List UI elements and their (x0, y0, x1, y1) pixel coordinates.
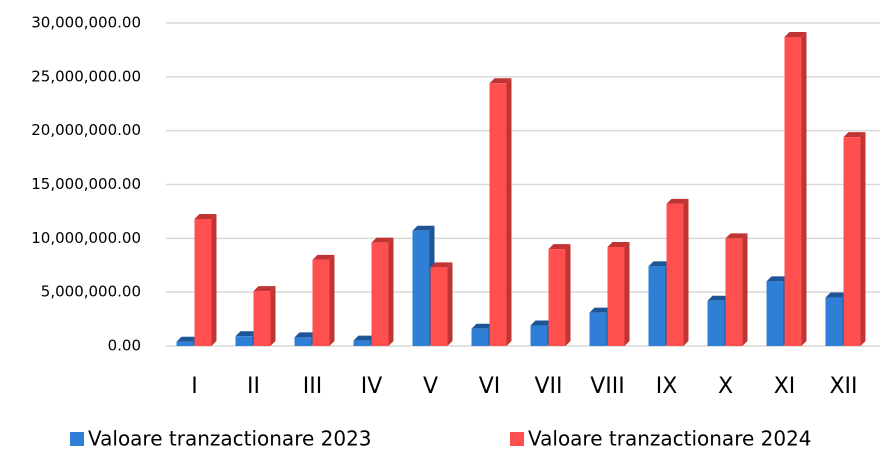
x-tick-label: I (191, 374, 198, 399)
bar-front (412, 230, 430, 346)
bar (253, 286, 276, 346)
bar-side (447, 262, 453, 346)
y-tick-label: 20,000,000.00 (31, 121, 141, 139)
bar-side (506, 78, 512, 346)
bar-top (607, 241, 630, 247)
bar-top (235, 331, 258, 337)
bar-top (312, 254, 335, 260)
bar-side (801, 31, 807, 346)
bar-front (707, 300, 725, 346)
bar-side (742, 233, 748, 346)
bar-side (388, 237, 394, 346)
y-tick-label: 10,000,000.00 (31, 229, 141, 247)
bar (607, 241, 630, 346)
bar-front (784, 36, 802, 346)
bar-side (211, 213, 217, 346)
bar-front (589, 312, 607, 346)
bar-top (430, 262, 453, 268)
bar-front (666, 203, 684, 346)
bar-front (194, 218, 212, 346)
bar (371, 237, 394, 346)
bar (666, 198, 689, 346)
bar-top (294, 332, 317, 338)
bar-side (624, 241, 630, 346)
bar-top (784, 31, 807, 37)
x-tick-label: V (423, 374, 438, 399)
bar-front (530, 325, 548, 346)
bar-top (548, 244, 571, 250)
bar-top (489, 78, 512, 84)
bar-top (176, 336, 199, 342)
x-tick-label: X (718, 374, 733, 399)
bar-top (530, 320, 553, 326)
x-tick-label: VII (534, 374, 562, 399)
legend-label: Valoare tranzactionare 2023 (88, 427, 372, 451)
bar-top (412, 225, 435, 231)
bar-top (843, 132, 866, 138)
bar-front (430, 267, 448, 346)
bar-front (648, 266, 666, 346)
y-tick-label: 0.00 (108, 337, 141, 355)
bar (784, 31, 807, 346)
y-tick-label: 15,000,000.00 (31, 175, 141, 193)
bar-front (312, 259, 330, 346)
bar-front (825, 297, 843, 346)
bar-top (353, 335, 376, 341)
x-tick-label: VIII (590, 374, 625, 399)
bar-side (683, 198, 689, 346)
bar-top (194, 213, 217, 219)
bar-top (589, 307, 612, 313)
bar-front (548, 249, 566, 346)
bar (312, 254, 335, 346)
bar-top (766, 276, 789, 282)
bar-top (666, 198, 689, 204)
bar (843, 132, 866, 346)
bar-side (329, 254, 335, 346)
bar-top (648, 261, 671, 267)
bar-top (371, 237, 394, 243)
bar (430, 262, 453, 346)
bar (725, 233, 748, 346)
bar-front (766, 281, 784, 346)
bar-top (825, 292, 848, 298)
bar-front (253, 291, 271, 346)
x-tick-label: III (303, 374, 322, 399)
x-tick-label: VI (479, 374, 501, 399)
x-tick-label: XI (774, 374, 796, 399)
bar-top (707, 295, 730, 301)
bar-front (235, 336, 253, 346)
bar (548, 244, 571, 346)
x-tick-label: IV (361, 374, 383, 399)
y-tick-label: 25,000,000.00 (31, 67, 141, 85)
bar-front (489, 83, 507, 346)
x-tick-label: IX (656, 374, 678, 399)
bar-side (860, 132, 866, 346)
bar-front (725, 238, 743, 346)
bar (489, 78, 512, 346)
bar-front (843, 137, 861, 346)
x-tick-label: II (247, 374, 260, 399)
bar-side (270, 286, 276, 346)
legend-label: Valoare tranzactionare 2024 (528, 427, 812, 451)
x-tick-label: XII (829, 374, 857, 399)
legend-swatch (510, 432, 524, 446)
bar-front (176, 341, 194, 346)
bar-front (294, 337, 312, 346)
bar-top (725, 233, 748, 239)
bar-front (471, 328, 489, 346)
bar (194, 213, 217, 346)
legend-swatch (70, 432, 84, 446)
bar-side (565, 244, 571, 346)
bar-front (607, 246, 625, 346)
bar-top (471, 323, 494, 329)
bar-front (371, 242, 389, 346)
y-tick-label: 5,000,000.00 (41, 283, 141, 301)
bar-top (253, 286, 276, 292)
y-tick-label: 30,000,000.00 (31, 14, 141, 32)
bar-front (353, 340, 371, 346)
